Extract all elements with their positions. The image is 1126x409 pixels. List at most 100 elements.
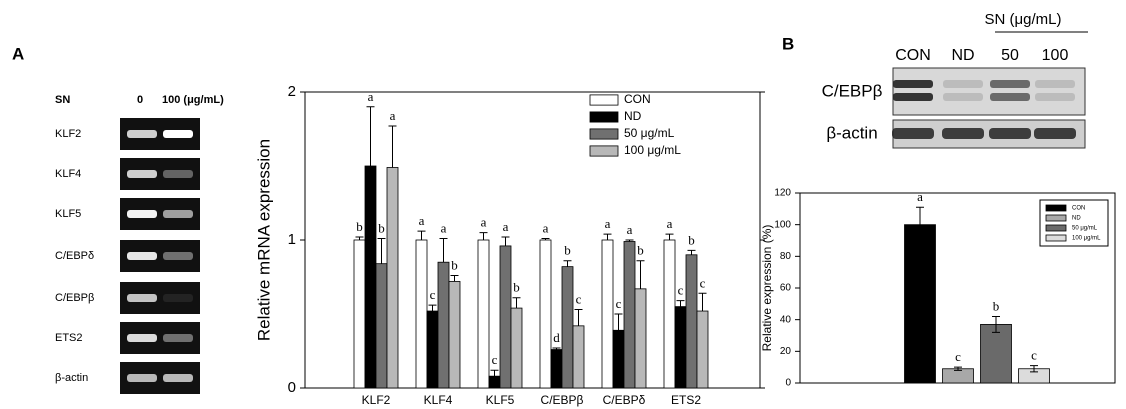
bar <box>511 308 522 388</box>
y-tick-label: 80 <box>780 251 792 262</box>
legend-swatch <box>590 112 618 122</box>
bar <box>449 281 460 388</box>
significance-letter: b <box>688 232 695 247</box>
significance-letter: c <box>1031 348 1037 363</box>
significance-letter: b <box>564 243 571 258</box>
gel-band <box>163 334 193 342</box>
bar <box>354 240 365 388</box>
error-bar <box>451 276 459 282</box>
legend-label: ND <box>624 109 642 123</box>
x-tick-label: KLF5 <box>486 393 515 407</box>
panel-label: A <box>12 44 24 63</box>
blot-band <box>1034 128 1076 139</box>
lane-label: 50 <box>1001 47 1019 64</box>
blot-band <box>989 128 1031 139</box>
y-tick-label: 60 <box>780 283 792 294</box>
blot-treatment: SN (μg/mL) <box>985 11 1062 28</box>
significance-letter: b <box>513 280 520 295</box>
gel-band <box>127 130 157 138</box>
significance-letter: a <box>441 221 447 236</box>
gel-band <box>127 210 157 218</box>
error-bar <box>666 234 674 240</box>
bar <box>500 246 511 388</box>
bar <box>478 240 489 388</box>
gel-band <box>127 294 157 302</box>
legend-label: 50 μg/mL <box>624 126 675 140</box>
legend-swatch <box>1046 205 1066 211</box>
bar <box>602 240 613 388</box>
blot-row-label: β-actin <box>826 123 877 142</box>
bar <box>943 369 974 383</box>
blot-band <box>990 80 1030 88</box>
panel-label: B <box>782 34 794 53</box>
error-bar <box>575 310 583 326</box>
legend-label: CON <box>624 92 651 106</box>
significance-letter: d <box>553 330 560 345</box>
legend-label: 100 μg/mL <box>1072 236 1101 242</box>
y-axis-label: Relative expression (%) <box>760 225 774 352</box>
gel-band <box>163 210 193 218</box>
gel-header: SN <box>55 94 70 106</box>
error-bar <box>480 233 488 240</box>
legend-label: CON <box>1072 206 1085 212</box>
lane-label: 100 <box>1042 47 1069 64</box>
bar <box>427 311 438 388</box>
significance-letter: b <box>356 219 363 234</box>
significance-letter: b <box>637 243 644 258</box>
gel-row-label: KLF5 <box>55 208 81 220</box>
gel-header: 0 <box>137 94 143 106</box>
blot-band <box>893 80 933 88</box>
legend-swatch <box>590 95 618 105</box>
blot-band <box>1035 80 1075 88</box>
bar <box>489 376 500 388</box>
gel-row-label: C/EBPδ <box>55 250 94 262</box>
gel-band <box>163 130 193 138</box>
error-bar <box>677 301 685 307</box>
error-bar <box>502 237 510 246</box>
bar <box>387 167 398 388</box>
legend-label: 100 μg/mL <box>624 143 681 157</box>
error-bar <box>367 107 375 166</box>
bar <box>624 241 635 388</box>
y-tick-label: 20 <box>780 346 792 357</box>
error-bar <box>429 305 437 311</box>
blot-band <box>943 93 983 101</box>
error-bar <box>378 239 386 264</box>
bar <box>551 350 562 388</box>
significance-letter: c <box>700 275 706 290</box>
error-bar <box>513 298 521 308</box>
gel-band <box>163 170 193 178</box>
x-tick-label: ETS2 <box>671 393 701 407</box>
blot-band <box>893 93 933 101</box>
error-bar <box>491 370 499 376</box>
bar <box>635 289 646 388</box>
gel-band <box>127 334 157 342</box>
blot-band <box>990 93 1030 101</box>
bar <box>686 255 697 388</box>
legend-swatch <box>590 146 618 156</box>
gel-band <box>127 170 157 178</box>
significance-letter: b <box>378 221 385 236</box>
y-tick-label: 2 <box>288 83 296 100</box>
legend-label: ND <box>1072 216 1081 222</box>
bar <box>573 326 584 388</box>
bar <box>376 264 387 388</box>
legend-swatch <box>590 129 618 139</box>
significance-letter: a <box>917 189 923 204</box>
x-tick-label: KLF4 <box>424 393 453 407</box>
legend-swatch <box>1046 235 1066 241</box>
blot-band <box>943 80 983 88</box>
gel-band <box>127 374 157 382</box>
gel-row-label: ETS2 <box>55 332 83 344</box>
significance-letter: a <box>667 216 673 231</box>
error-bar <box>418 231 426 240</box>
gel-row-label: β-actin <box>55 372 88 384</box>
gel-row-label: KLF2 <box>55 128 81 140</box>
significance-letter: a <box>543 221 549 236</box>
significance-letter: c <box>492 352 498 367</box>
significance-letter: b <box>451 258 458 273</box>
x-tick-label: C/EBPδ <box>603 393 646 407</box>
error-bar <box>688 250 696 254</box>
blot-band <box>1035 93 1075 101</box>
y-tick-label: 0 <box>785 378 791 389</box>
